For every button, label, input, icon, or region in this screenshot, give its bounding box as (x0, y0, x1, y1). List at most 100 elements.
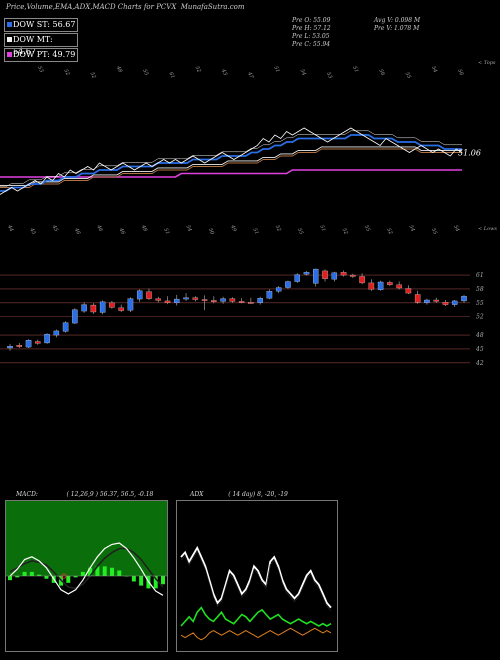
candle-up (331, 272, 338, 280)
candle-down (16, 345, 23, 347)
stat-low: Pre L: 53.05 (292, 33, 330, 40)
candle-up (99, 301, 106, 313)
candle-up (275, 287, 282, 292)
candle-down (387, 282, 393, 285)
macd-histogram-bar (102, 566, 107, 576)
y-tick-label: 48 (475, 332, 484, 339)
y-tick-label: 45 (475, 346, 484, 353)
candle-up (127, 298, 134, 311)
lows-label: 49 (229, 223, 238, 233)
stat-open: Pre O: 55.09 (292, 17, 331, 24)
candle-up (81, 304, 87, 312)
tops-label: 47 (246, 70, 255, 80)
candle-down (146, 291, 152, 299)
macd-histogram-bar (15, 576, 20, 578)
candle-down (350, 274, 356, 277)
macd-cross-marker (61, 573, 67, 579)
lows-label: 51 (162, 227, 170, 235)
macd-histogram-bar (66, 576, 71, 583)
lows-label: 44 (6, 223, 15, 232)
tops-label: 51 (272, 65, 280, 73)
macd-histogram-bar (139, 576, 144, 586)
tops-label: 55 (404, 71, 412, 79)
candle-up (183, 297, 189, 300)
macd-histogram-bar (22, 571, 27, 576)
candle-down (405, 288, 412, 294)
tops-label: 43 (220, 67, 229, 76)
candle-down (192, 297, 199, 300)
candle-down (322, 270, 328, 279)
tops-label: 48 (115, 64, 124, 73)
candle-down (211, 300, 217, 302)
adx-label: ADX ( 14 day) 8, -20, -19 (190, 491, 288, 498)
adx-panel (176, 500, 338, 652)
candle-up (257, 298, 263, 303)
candle-up (220, 298, 226, 302)
lows-label: 46 (73, 226, 82, 236)
lows-label: 52 (385, 227, 393, 235)
tops-label: 53 (36, 65, 44, 73)
candle-up (303, 272, 310, 275)
tops-label: 54 (299, 68, 307, 76)
macd-histogram-bar (37, 574, 42, 576)
stat-avg-volume: Avg V: 0.098 M (374, 17, 421, 24)
legend-swatch (7, 52, 12, 57)
price-line (0, 127, 463, 195)
macd-histogram-bar (29, 571, 34, 576)
lows-label: 52 (341, 227, 349, 235)
tops-label: 61 (167, 71, 175, 79)
macd-signal-line (9, 547, 164, 590)
candle-up (461, 296, 467, 302)
macd-histogram-bar (117, 570, 122, 576)
tops-label: 52 (89, 71, 97, 79)
adx-line (180, 545, 332, 609)
lows-label: 52 (274, 224, 282, 232)
candle-up (62, 322, 69, 332)
legend-dow-st: DOW ST: 56.67 (4, 18, 78, 32)
y-tick-label: 52 (476, 314, 484, 321)
candle-up (424, 299, 430, 303)
candle-up (53, 330, 60, 336)
macd-lower-bg (6, 576, 167, 651)
candle-down (118, 307, 124, 311)
candle-down (238, 301, 245, 303)
candle-up (7, 346, 13, 349)
candle-up (72, 309, 78, 324)
tops-label: 54 (430, 65, 438, 73)
lows-label: 50 (207, 227, 215, 236)
candle-down (414, 294, 421, 303)
legend-dow-pt: DOW PT: 49.79 (4, 48, 78, 62)
lows-label: 45 (28, 226, 37, 235)
macd-histogram-bar (8, 576, 12, 581)
tops-label: 53 (325, 71, 333, 79)
candle-up (451, 300, 458, 305)
ema-lt-line (0, 148, 462, 188)
lows-label: 55 (296, 227, 304, 235)
candle-up (294, 274, 300, 282)
tops-label: 51 (351, 65, 359, 73)
lows-label: 51 (251, 227, 259, 235)
ohlc-stats: Pre O: 55.09 Pre H: 57.12 Pre L: 53.05 P… (292, 17, 331, 49)
lows-label: 54 (185, 224, 193, 232)
chart-title: Price,Volume,EMA,ADX,MACD Charts for PCV… (6, 3, 245, 11)
ema-st-upper-line (0, 130, 462, 188)
tops-axis-label: < Tops (478, 60, 496, 66)
legend-swatch (7, 37, 12, 42)
macd-histogram-bar (88, 567, 93, 576)
tops-label: 55 (141, 68, 149, 76)
lows-label: 46 (117, 226, 126, 236)
candle-up (174, 298, 180, 303)
lows-label: 54 (408, 224, 416, 232)
lows-label: 51 (318, 224, 326, 232)
y-tick-label: 55 (476, 300, 484, 307)
ema-st-line (0, 134, 462, 192)
candle-down (396, 284, 402, 289)
lows-label: 46 (95, 223, 104, 233)
stat-high: Pre H: 57.12 (292, 25, 331, 32)
y-tick-label: 42 (475, 360, 484, 367)
ema-chart: 53 52 52 48 55 61 52 43 47 51 54 53 51 56 55 54 56 < Tops… (0, 60, 496, 195)
candle-up (285, 281, 291, 288)
lows-label: 48 (140, 223, 149, 232)
volume-stats: Avg V: 0.098 M Pre V: 1.078 M (374, 17, 420, 33)
candle-down (433, 299, 439, 302)
